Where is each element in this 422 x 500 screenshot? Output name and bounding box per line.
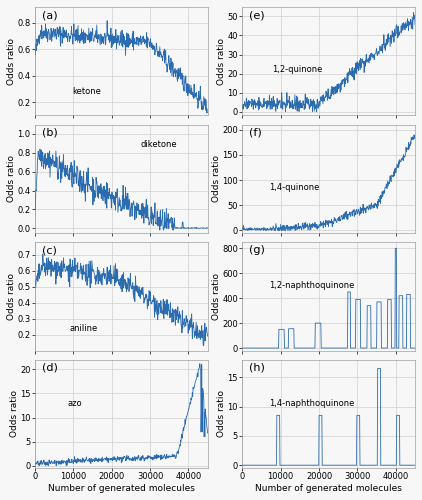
Y-axis label: Odds ratio: Odds ratio [217, 390, 226, 438]
Text: (f): (f) [249, 128, 262, 138]
Text: aniline: aniline [69, 324, 97, 334]
Text: diketone: diketone [141, 140, 178, 148]
Text: (a): (a) [42, 10, 57, 20]
Text: (e): (e) [249, 10, 265, 20]
Text: (g): (g) [249, 246, 265, 256]
Y-axis label: Odds ratio: Odds ratio [10, 390, 19, 438]
X-axis label: Number of generated molecules: Number of generated molecules [48, 484, 195, 493]
X-axis label: Number of generated molecules: Number of generated molecules [255, 484, 402, 493]
Text: (b): (b) [42, 128, 57, 138]
Text: 1,2-naphthoquinone: 1,2-naphthoquinone [269, 281, 354, 290]
Y-axis label: Odds ratio: Odds ratio [7, 273, 16, 320]
Text: 1,4-quinone: 1,4-quinone [269, 183, 319, 192]
Text: (c): (c) [42, 246, 57, 256]
Text: 1,4-naphthoquinone: 1,4-naphthoquinone [269, 398, 354, 407]
Y-axis label: Odds ratio: Odds ratio [212, 273, 221, 320]
Text: ketone: ketone [72, 87, 101, 96]
Y-axis label: Odds ratio: Odds ratio [217, 38, 226, 84]
Text: 1,2-quinone: 1,2-quinone [272, 66, 323, 74]
Text: (d): (d) [42, 363, 57, 373]
Y-axis label: Odds ratio: Odds ratio [7, 38, 16, 84]
Text: azo: azo [67, 398, 82, 407]
Y-axis label: Odds ratio: Odds ratio [7, 155, 16, 202]
Y-axis label: Odds ratio: Odds ratio [212, 155, 221, 202]
Text: (h): (h) [249, 363, 265, 373]
